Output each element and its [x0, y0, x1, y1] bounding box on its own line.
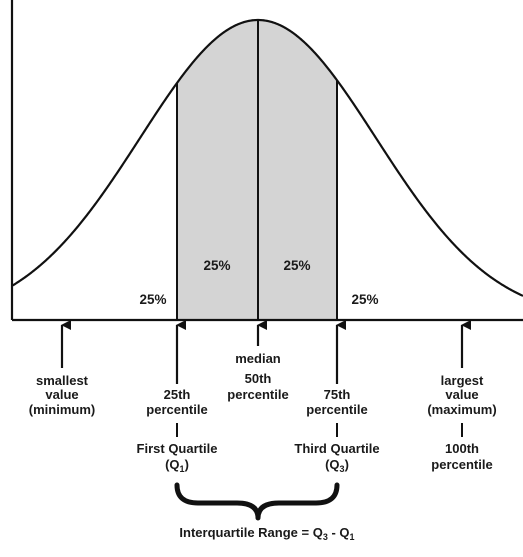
maximum-label: (maximum) — [427, 402, 496, 417]
median-label: median — [235, 351, 281, 366]
smallest-value-label: value — [45, 387, 78, 402]
p75-label: 75th — [324, 387, 351, 402]
bell-curve — [11, 18, 523, 297]
largest-value-label: value — [445, 387, 478, 402]
largest-label: largest — [441, 373, 484, 388]
p100-label: 100th — [445, 441, 479, 456]
p100-percentile-label: percentile — [431, 457, 492, 472]
fiftieth-percentile-label: percentile — [227, 387, 288, 402]
fiftieth-label: 50th — [245, 371, 272, 386]
pct-median-q3: 25% — [283, 258, 310, 273]
p25-label: 25th — [164, 387, 191, 402]
q3-symbol: (Q3) — [325, 457, 349, 474]
p75-percentile-label: percentile — [306, 402, 367, 417]
q1-symbol: (Q1) — [165, 457, 189, 474]
p25-percentile-label: percentile — [146, 402, 207, 417]
iqr-label: Interquartile Range = Q3 - Q1 — [179, 525, 354, 542]
iqr-brace — [174, 482, 340, 521]
pct-left-tail: 25% — [139, 292, 166, 307]
first-quartile-label: First Quartile — [137, 441, 218, 456]
third-quartile-label: Third Quartile — [294, 441, 379, 456]
smallest-label: smallest — [36, 373, 89, 388]
pct-right-tail: 25% — [351, 292, 378, 307]
pct-q1-median: 25% — [203, 258, 230, 273]
minimum-label: (minimum) — [29, 402, 95, 417]
